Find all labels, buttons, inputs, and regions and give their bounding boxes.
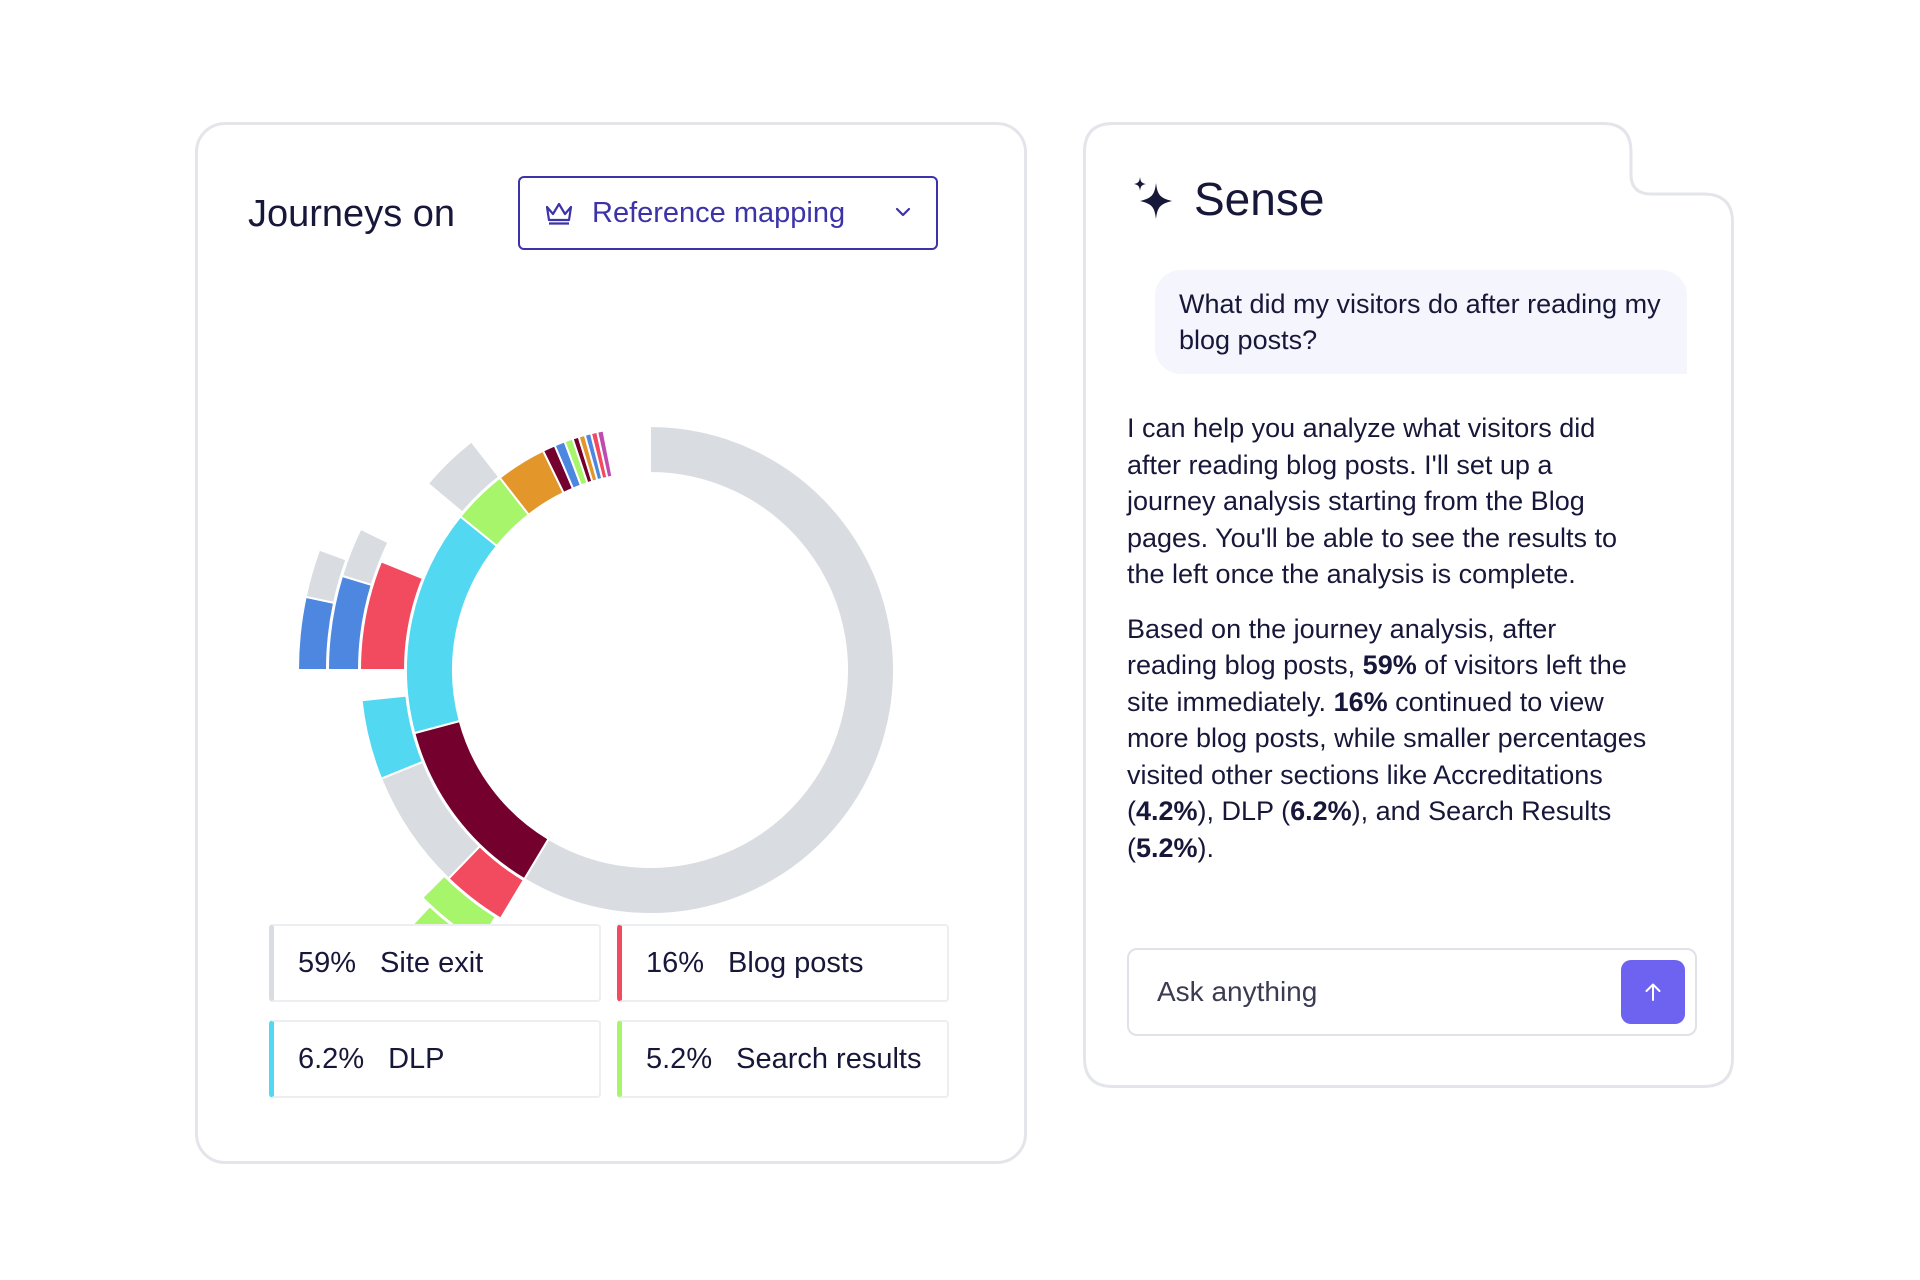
sunburst-segment-exit-l3b <box>426 440 501 514</box>
reply-stat: 5.2% <box>1136 832 1198 863</box>
legend-pct: 16% <box>646 946 705 979</box>
chevron-down-icon <box>895 207 911 217</box>
assistant-reply: I can help you analyze what visitors did… <box>1127 410 1647 884</box>
journeys-title: Journeys on <box>248 193 456 235</box>
legend-pct: 6.2% <box>298 1042 365 1075</box>
ask-box <box>1127 948 1697 1036</box>
reply-text: ), and Search Results ( <box>1127 796 1612 863</box>
journey-sunburst-chart <box>296 424 895 970</box>
sparkle-icon <box>1134 177 1172 219</box>
reference-mapping-dropdown[interactable]: Reference mapping <box>518 176 938 250</box>
user-message-bubble: What did my visitors do after reading my… <box>1155 270 1687 374</box>
legend-item-search-results[interactable]: 5.2% Search results <box>617 1020 949 1098</box>
sunburst-segment-purple-tiny <box>595 429 614 479</box>
sense-title: Sense <box>1194 173 1325 225</box>
sunburst-segment-site-exit <box>522 424 895 915</box>
legend-pct: 5.2% <box>646 1042 713 1075</box>
legend-label: Search results <box>736 1042 922 1075</box>
journeys-card: Journeys on Reference mapping 59% Site e… <box>195 122 1027 1164</box>
reply-text: continued to view more blog posts, while… <box>1127 686 1647 827</box>
legend-item-blog-posts[interactable]: 16% Blog posts <box>617 924 949 1002</box>
legend-item-dlp[interactable]: 6.2% DLP <box>269 1020 601 1098</box>
ask-input[interactable] <box>1157 970 1597 1014</box>
reply-paragraph-2: Based on the journey analysis, after rea… <box>1127 611 1647 867</box>
sunburst-segment-exit-l5 <box>304 548 348 605</box>
sunburst-segment-dlp <box>405 515 499 735</box>
legend-label: Site exit <box>380 946 484 979</box>
reply-text: of visitors left the site immediately. <box>1127 650 1627 717</box>
reply-text: ). <box>1197 832 1215 863</box>
send-button[interactable] <box>1621 960 1685 1024</box>
sunburst-segment-exit-l4 <box>340 527 390 587</box>
reply-stat: 16% <box>1333 686 1388 717</box>
legend-label: Blog posts <box>728 946 864 979</box>
sense-header: Sense <box>1130 172 1324 226</box>
reply-paragraph-1: I can help you analyze what visitors did… <box>1127 413 1618 589</box>
reply-stat: 6.2% <box>1290 796 1352 826</box>
sense-chat-card: Sense What did my visitors do after read… <box>1083 122 1734 1088</box>
crown-icon <box>545 202 573 225</box>
reply-stat: 4.2% <box>1136 796 1198 826</box>
reply-text: ), DLP ( <box>1197 796 1291 826</box>
legend-label: DLP <box>388 1042 445 1075</box>
arrow-up-icon <box>1645 983 1661 1001</box>
sunburst-segment-dlp-l3 <box>360 694 425 780</box>
legend-item-site-exit[interactable]: 59% Site exit <box>269 924 601 1002</box>
sunburst-segment-blog-l3b <box>358 560 425 671</box>
legend-pct: 59% <box>298 946 357 979</box>
dropdown-label: Reference mapping <box>592 196 846 229</box>
journey-legend: 59% Site exit 16% Blog posts 6.2% DLP 5.… <box>269 924 969 1098</box>
reply-text: Based on the journey analysis, after rea… <box>1127 613 1557 681</box>
reply-stat: 59% <box>1362 650 1417 680</box>
